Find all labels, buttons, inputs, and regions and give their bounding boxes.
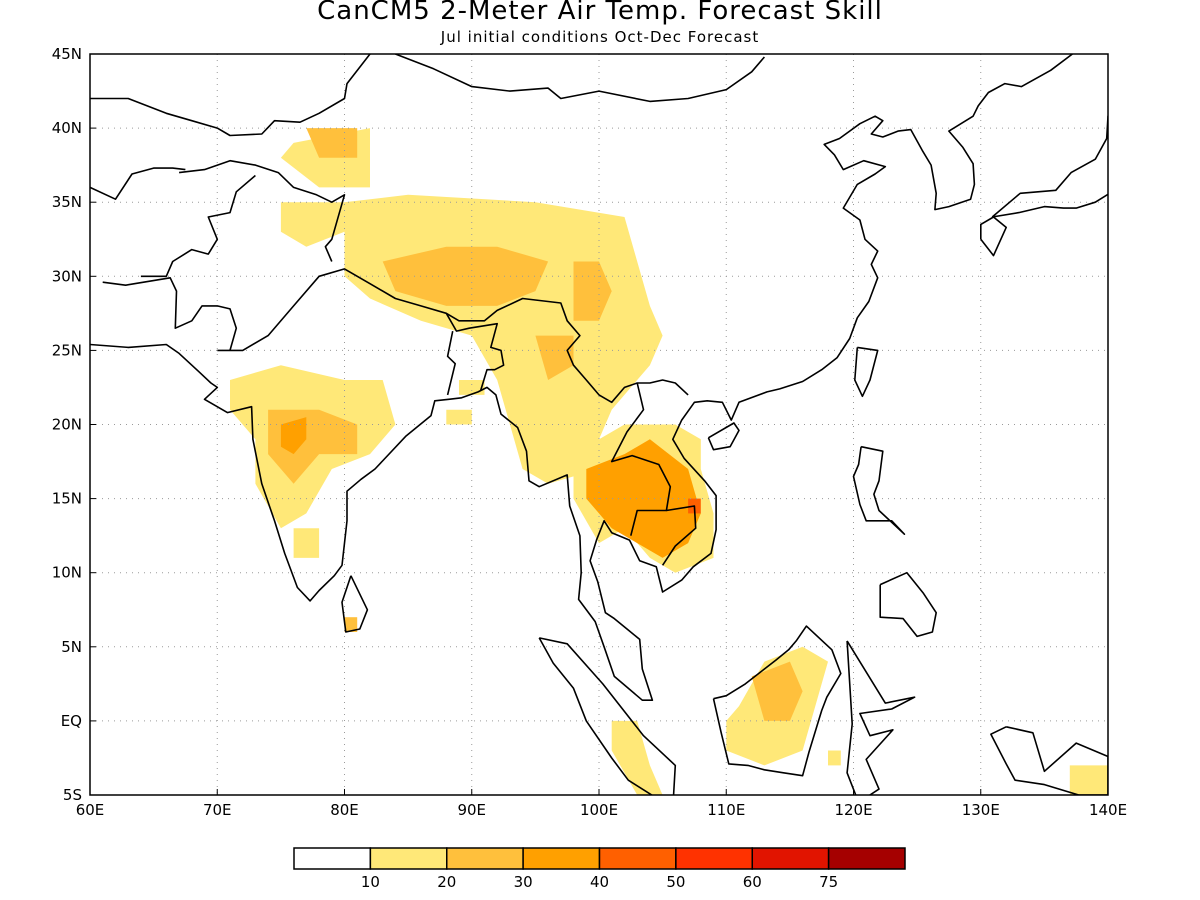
lat-tick-label: 20N bbox=[52, 416, 82, 434]
chart-subtitle: Jul initial conditions Oct-Dec Forecast bbox=[440, 28, 760, 46]
legend-label-2: 30 bbox=[514, 873, 533, 891]
legend-label-5: 60 bbox=[743, 873, 762, 891]
coastline-15 bbox=[846, 640, 916, 795]
coastline-layer bbox=[90, 54, 1108, 795]
lon-tick-label: 110E bbox=[707, 801, 745, 819]
skill-region-16 bbox=[751, 661, 803, 721]
lat-tick-label: 25N bbox=[52, 341, 82, 359]
skill-region-6 bbox=[535, 335, 574, 380]
skill-shading-layer bbox=[230, 128, 1108, 795]
coastline-19 bbox=[707, 422, 740, 451]
chart-title: CanCM5 2-Meter Air Temp. Forecast Skill bbox=[317, 0, 883, 26]
lat-tick-label: 5S bbox=[63, 786, 82, 804]
lat-tick-label: 10N bbox=[52, 564, 82, 582]
coastline-17 bbox=[879, 571, 938, 638]
coastline-4 bbox=[395, 54, 766, 103]
lat-tick-label: EQ bbox=[61, 712, 82, 730]
skill-region-5 bbox=[573, 261, 612, 321]
legend-label-4: 50 bbox=[666, 873, 685, 891]
skill-region-4 bbox=[382, 246, 549, 306]
legend-swatch-5 bbox=[675, 847, 753, 870]
coastline-1 bbox=[217, 268, 689, 404]
legend-swatch-6 bbox=[751, 847, 830, 870]
skill-region-18 bbox=[1069, 765, 1108, 795]
coastline-7 bbox=[102, 276, 238, 351]
legend-swatch-3 bbox=[522, 847, 601, 870]
lon-tick-label: 80E bbox=[330, 801, 359, 819]
coastline-11 bbox=[661, 505, 697, 566]
coastline-8 bbox=[445, 312, 505, 391]
coastline-2 bbox=[179, 159, 346, 262]
coastline-20 bbox=[979, 216, 1008, 257]
skill-region-2 bbox=[280, 202, 345, 247]
skill-region-9 bbox=[280, 417, 307, 455]
lon-tick-label: 70E bbox=[203, 801, 232, 819]
lat-tick-label: 30N bbox=[52, 267, 82, 285]
coastline-0 bbox=[90, 54, 1073, 702]
lon-tick-label: 140E bbox=[1089, 801, 1127, 819]
lat-tick-label: 40N bbox=[52, 119, 82, 137]
coastline-9 bbox=[446, 330, 457, 396]
lon-tick-label: 100E bbox=[580, 801, 618, 819]
lon-tick-label: 130E bbox=[962, 801, 1000, 819]
coastline-6 bbox=[140, 174, 256, 278]
coastline-22 bbox=[990, 726, 1108, 795]
skill-region-11 bbox=[344, 617, 358, 632]
legend-label-1: 20 bbox=[437, 873, 456, 891]
lat-tick-label: 5N bbox=[61, 638, 82, 656]
coastline-3 bbox=[90, 54, 371, 137]
skill-region-17 bbox=[611, 720, 663, 795]
lon-tick-label: 60E bbox=[76, 801, 105, 819]
skill-region-13 bbox=[586, 439, 701, 558]
lat-tick-label: 15N bbox=[52, 490, 82, 508]
legend-swatch-4 bbox=[598, 847, 677, 870]
legend-label-6: 75 bbox=[819, 873, 838, 891]
legend-swatch-2 bbox=[446, 847, 524, 870]
coastline-21 bbox=[991, 115, 1108, 218]
skill-region-21 bbox=[446, 409, 472, 425]
lat-tick-label: 45N bbox=[52, 45, 82, 63]
legend-swatch-7 bbox=[827, 847, 906, 870]
coastline-14 bbox=[712, 625, 842, 777]
axis-layer: 60E 70E 80E 90E 100E 110E 120E 130E 140E 45N 40N 35… bbox=[52, 45, 1127, 819]
color-legend: 10 20 30 40 50 60 75 bbox=[293, 847, 906, 891]
coastline-10 bbox=[610, 382, 672, 536]
skill-region-20 bbox=[459, 380, 485, 395]
skill-region-10 bbox=[293, 528, 320, 558]
legend-label-3: 40 bbox=[590, 873, 609, 891]
legend-swatch-0 bbox=[293, 847, 372, 870]
coastline-16 bbox=[852, 445, 906, 536]
coastline-5 bbox=[90, 167, 186, 200]
lat-tick-label: 35N bbox=[52, 193, 82, 211]
skill-region-19 bbox=[828, 750, 841, 766]
lon-tick-label: 90E bbox=[457, 801, 486, 819]
lon-tick-label: 120E bbox=[834, 801, 872, 819]
legend-label-0: 10 bbox=[361, 873, 380, 891]
coastline-18 bbox=[853, 346, 879, 398]
legend-swatch-1 bbox=[369, 847, 448, 870]
coastline-12 bbox=[341, 575, 369, 633]
